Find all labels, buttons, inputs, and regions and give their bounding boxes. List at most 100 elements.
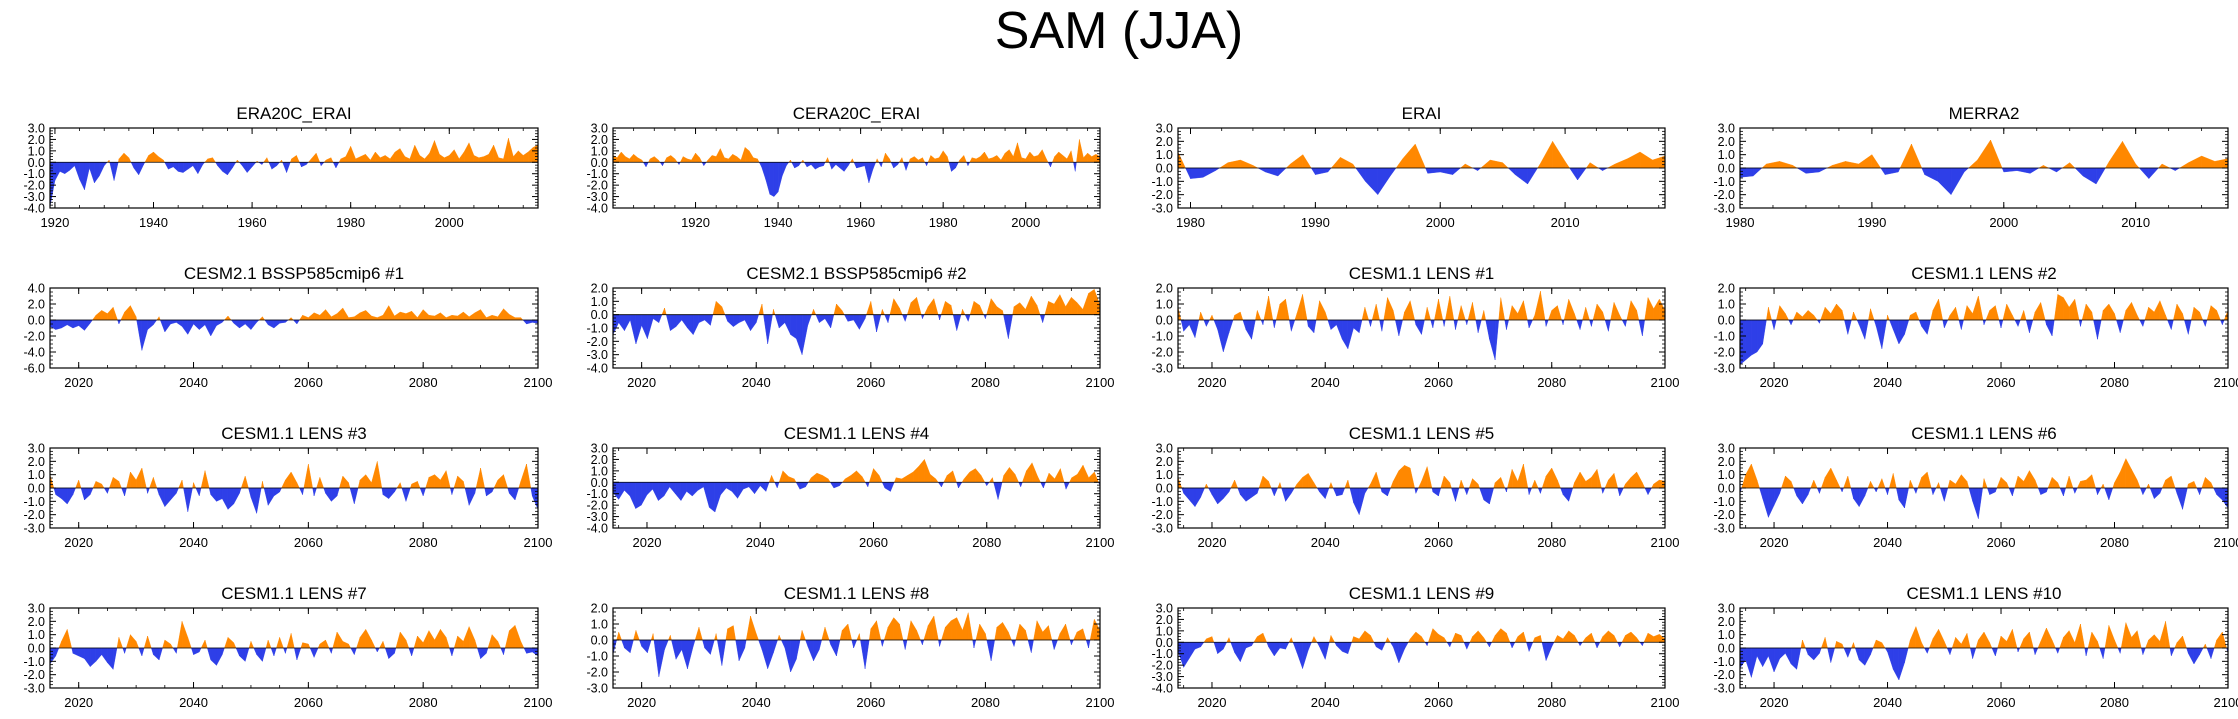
negative-area <box>238 162 243 167</box>
negative-area <box>1203 319 1207 327</box>
negative-area <box>299 162 302 167</box>
positive-area <box>1506 633 1511 643</box>
negative-area <box>67 319 74 329</box>
positive-area <box>380 155 386 163</box>
positive-area <box>1065 296 1072 315</box>
negative-area <box>1858 647 1866 666</box>
negative-area <box>1847 647 1852 658</box>
positive-area <box>1836 641 1843 649</box>
negative-area <box>864 482 869 487</box>
negative-area <box>522 319 527 325</box>
panel-5: CESM2.1 BSSP585cmip6 #14.02.00.0-2.0-4.0… <box>23 264 552 390</box>
negative-area <box>1537 487 1541 494</box>
positive-area <box>1438 633 1445 643</box>
positive-area <box>126 471 131 489</box>
x-tick-label: 2080 <box>1537 535 1566 550</box>
positive-area <box>1285 299 1290 321</box>
positive-area <box>1625 631 1632 643</box>
negative-area <box>262 647 267 662</box>
positive-area <box>1240 311 1244 321</box>
y-tick-label: 0.0 <box>1156 482 1173 496</box>
positive-area <box>1091 153 1097 163</box>
negative-area <box>872 162 877 170</box>
positive-area <box>2165 315 2168 321</box>
positive-area <box>497 474 504 489</box>
negative-area <box>464 487 470 506</box>
negative-area <box>336 487 340 497</box>
positive-area <box>491 634 499 649</box>
x-tick-label: 2100 <box>2214 535 2238 550</box>
positive-area <box>1227 159 1241 169</box>
y-tick-label: 1.0 <box>591 464 608 478</box>
positive-area <box>1785 475 1792 489</box>
negative-area <box>686 482 693 497</box>
negative-area <box>233 319 240 329</box>
positive-area <box>1977 139 1991 169</box>
x-tick-label: 2020 <box>64 375 93 390</box>
negative-area <box>1528 319 1533 329</box>
negative-area <box>193 319 200 331</box>
x-tick-label: 2040 <box>1873 375 1902 390</box>
y-tick-label: -4.0 <box>586 522 608 536</box>
positive-area <box>1033 155 1039 163</box>
positive-area <box>876 158 880 163</box>
negative-area <box>880 639 883 647</box>
positive-area <box>887 616 894 641</box>
negative-area <box>828 162 832 170</box>
negative-area <box>1177 642 1184 668</box>
positive-area <box>1313 636 1318 643</box>
negative-area <box>89 162 95 183</box>
positive-area <box>1930 310 1934 321</box>
positive-area <box>258 316 263 321</box>
positive-area <box>1659 633 1666 643</box>
negative-area <box>1991 647 1996 657</box>
negative-area <box>271 162 277 170</box>
negative-area <box>1281 487 1286 502</box>
positive-area <box>1955 307 1960 321</box>
negative-area <box>1893 319 1900 345</box>
y-tick-label: 3.0 <box>1156 122 1173 136</box>
positive-area <box>732 153 738 163</box>
positive-area <box>434 312 441 321</box>
positive-area <box>868 628 872 641</box>
positive-area <box>1294 483 1298 489</box>
positive-area <box>147 635 152 649</box>
negative-area <box>1924 167 1939 182</box>
positive-area <box>1938 629 1945 649</box>
positive-area <box>2032 311 2036 321</box>
positive-area <box>365 474 372 489</box>
positive-area <box>342 307 349 321</box>
y-tick-label: -2.0 <box>23 508 45 522</box>
negative-area <box>2175 167 2181 172</box>
positive-area <box>1653 479 1660 489</box>
positive-area <box>95 309 102 321</box>
positive-area <box>1415 631 1422 643</box>
positive-area <box>1796 311 1803 321</box>
y-tick-label: 1.0 <box>28 628 45 642</box>
negative-area <box>323 487 326 494</box>
negative-area <box>824 314 831 329</box>
positive-area <box>758 303 763 315</box>
positive-area <box>1071 473 1078 483</box>
positive-area <box>300 642 303 649</box>
positive-area <box>1387 297 1394 321</box>
y-tick-label: 3.0 <box>28 602 45 616</box>
negative-area <box>893 162 898 169</box>
positive-area <box>118 481 122 489</box>
positive-area <box>518 481 521 489</box>
positive-area <box>1625 476 1632 489</box>
negative-area <box>1370 319 1373 327</box>
positive-area <box>497 308 504 321</box>
positive-area <box>371 639 376 649</box>
positive-area <box>480 467 485 489</box>
x-tick-label: 2080 <box>2100 535 2129 550</box>
negative-area <box>1381 642 1386 651</box>
negative-area <box>89 487 94 495</box>
positive-area <box>2080 479 2087 489</box>
positive-area <box>1820 307 1826 321</box>
positive-area <box>1053 293 1061 315</box>
positive-area <box>2216 631 2223 649</box>
positive-area <box>768 475 772 483</box>
panel-16: CESM1.1 LENS #103.02.01.00.0-1.0-2.0-3.0… <box>1713 584 2238 710</box>
negative-area <box>177 162 184 173</box>
